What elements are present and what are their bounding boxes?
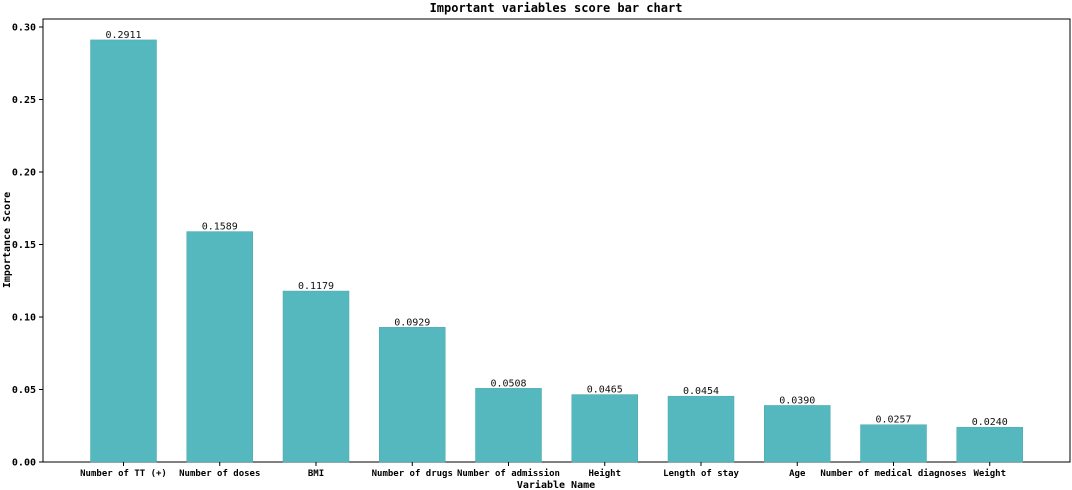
x-tick-label: Height <box>588 468 621 479</box>
bar <box>764 405 831 463</box>
bar <box>282 290 350 463</box>
bar <box>379 327 446 463</box>
bar <box>860 424 927 463</box>
x-tick-label: Length of stay <box>663 469 739 479</box>
x-axis-title: Variable Name <box>517 479 595 490</box>
bar <box>956 426 1023 463</box>
bar-data-label: 0.0465 <box>587 385 623 396</box>
x-tick-label: Number of TT (+) <box>80 469 167 479</box>
plot-frame <box>42 18 1071 463</box>
y-tick-label: 0.25 <box>12 95 36 106</box>
y-tick-label: 0.15 <box>12 240 36 251</box>
x-tick-label: Age <box>789 469 806 479</box>
bar-data-label: 0.0240 <box>972 417 1008 428</box>
bar-data-label: 0.1179 <box>298 281 334 292</box>
y-tick-label: 0.20 <box>12 168 36 179</box>
bar <box>667 395 735 463</box>
bar-data-label: 0.0257 <box>875 415 911 426</box>
x-tick-label: Number of admission <box>457 468 560 479</box>
x-tick-label: Weight <box>973 468 1006 479</box>
bar-data-label: 0.1589 <box>202 222 238 233</box>
bar <box>475 388 542 463</box>
bar-data-label: 0.0929 <box>394 317 430 328</box>
x-axis: Number of TT (+) Number of doses BMI Number… <box>80 462 1006 479</box>
x-tick-label: Number of doses <box>179 469 260 479</box>
bar-data-label: 0.0508 <box>490 378 526 389</box>
bar-data-label: 0.2911 <box>105 30 141 41</box>
x-tick-label: Number of drugs <box>372 469 453 479</box>
y-tick-label: 0.30 <box>12 23 36 34</box>
bar <box>90 39 157 463</box>
x-tick-label: BMI <box>308 469 324 479</box>
data-labels-group: 0.2911 0.1589 0.1179 0.0929 0.0508 0.0465 0.04… <box>105 30 1007 428</box>
y-tick-label: 0.10 <box>12 313 36 324</box>
bar <box>186 231 253 463</box>
bar <box>571 394 638 463</box>
chart-title: Important variables score bar chart <box>430 1 683 15</box>
bars-group <box>90 39 1023 463</box>
plot-area: 0.2911 0.1589 0.1179 0.0929 0.0508 0.0465 0.04… <box>12 18 1071 479</box>
bar-data-label: 0.0454 <box>683 386 719 397</box>
y-axis: 0.00 0.05 0.10 0.15 0.20 0.25 0.30 <box>12 23 43 469</box>
x-tick-label: Number of medical diagnoses <box>820 468 966 479</box>
y-axis-title: Importance Score <box>2 192 13 288</box>
y-tick-label: 0.00 <box>12 458 36 469</box>
bar-data-label: 0.0390 <box>779 395 815 406</box>
y-tick-label: 0.05 <box>12 385 36 396</box>
